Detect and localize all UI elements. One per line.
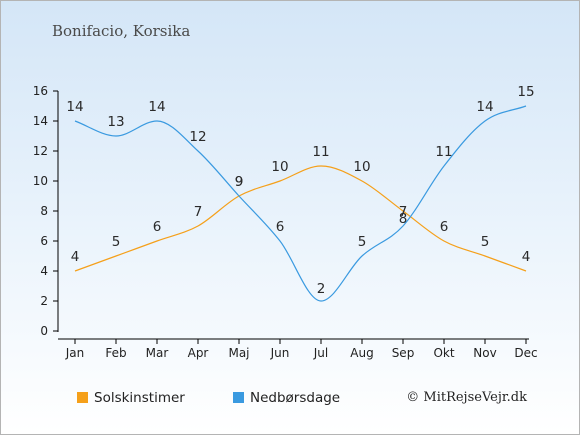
data-label-rain: 14: [148, 99, 165, 115]
data-label-sun: 11: [312, 144, 329, 160]
x-tick-label: Jul: [313, 346, 328, 360]
data-label-rain: 15: [517, 84, 534, 100]
legend-sun-swatch: [77, 392, 88, 403]
y-tick-label: 14: [33, 114, 48, 128]
x-tick-label: Mar: [146, 346, 169, 360]
legend-rain-swatch: [233, 392, 244, 403]
y-tick-label: 0: [40, 324, 48, 338]
data-label-rain: 12: [189, 129, 206, 145]
data-label-rain: 14: [66, 99, 83, 115]
data-label-sun: 4: [71, 249, 80, 265]
data-label-sun: 6: [153, 219, 162, 235]
data-label-sun: 10: [353, 159, 370, 175]
x-tick-label: Dec: [514, 346, 537, 360]
x-tick-label: Sep: [392, 346, 415, 360]
series-rain-line: [74, 105, 527, 302]
data-label-rain: 9: [235, 174, 244, 190]
y-tick-label: 4: [40, 264, 48, 278]
data-label-rain: 7: [399, 204, 408, 220]
data-label-sun: 6: [440, 219, 449, 235]
x-tick-label: Maj: [228, 346, 249, 360]
x-tick-label: Jan: [65, 346, 85, 360]
legend-rain-label: Nedbørsdage: [250, 390, 341, 406]
data-label-sun: 4: [522, 249, 531, 265]
legend-sun-label: Solskinstimer: [94, 390, 185, 406]
y-tick-label: 12: [33, 144, 48, 158]
series-sun-line: [74, 165, 527, 272]
data-label-sun: 9: [235, 174, 244, 190]
y-tick-label: 8: [40, 204, 48, 218]
chart-title: Bonifacio, Korsika: [52, 22, 191, 40]
data-label-rain: 13: [107, 114, 124, 130]
data-label-sun: 10: [271, 159, 288, 175]
y-tick-label: 10: [33, 174, 48, 188]
x-tick-label: Aug: [350, 346, 373, 360]
x-tick-label: Apr: [188, 346, 209, 360]
data-label-rain: 14: [476, 99, 493, 115]
data-label-rain: 11: [435, 144, 452, 160]
data-label-sun: 8: [399, 211, 408, 227]
x-tick-label: Nov: [473, 346, 496, 360]
y-tick-label: 16: [33, 84, 48, 98]
legend-rain: Nedbørsdage: [233, 390, 340, 406]
x-tick-label: Okt: [433, 346, 454, 360]
credit-text: © MitRejseVejr.dk: [406, 390, 527, 405]
data-label-rain: 2: [317, 281, 326, 297]
x-tick-label: Feb: [105, 346, 126, 360]
x-tick-label: Jun: [270, 346, 290, 360]
y-tick-label: 2: [40, 294, 48, 308]
data-label-sun: 5: [481, 234, 490, 250]
data-label-rain: 6: [276, 219, 285, 235]
data-label-rain: 5: [358, 234, 367, 250]
data-label-sun: 5: [112, 234, 121, 250]
y-tick-label: 6: [40, 234, 48, 248]
legend-sun: Solskinstimer: [77, 390, 185, 406]
data-label-sun: 7: [194, 204, 203, 220]
